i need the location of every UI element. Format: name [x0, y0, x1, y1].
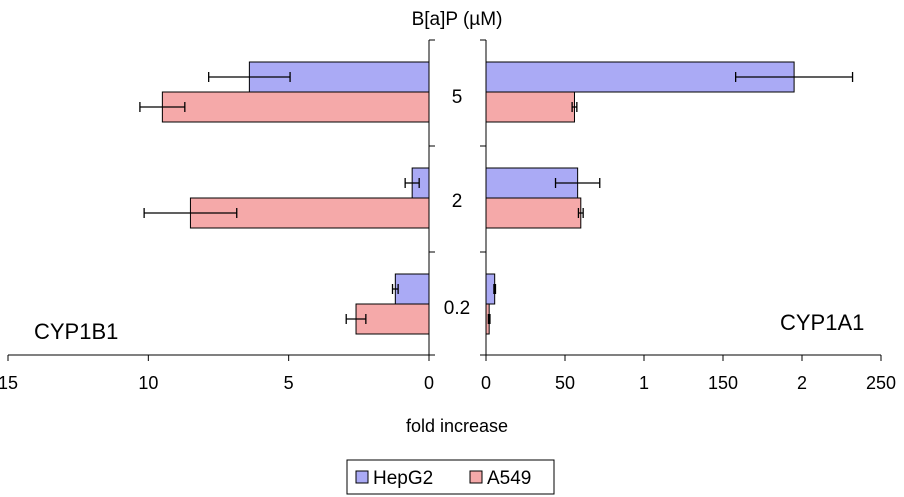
right-tick-label: 50: [555, 373, 575, 393]
text-layer: B[a]P (µM) CYP1B1 CYP1A1 fold increase: [34, 9, 864, 436]
bars-layer: [139, 61, 854, 335]
left-panel-title: CYP1B1: [34, 319, 118, 344]
right-panel-title: CYP1A1: [780, 310, 864, 335]
left-tick-label: 15: [0, 373, 18, 393]
category-label: 0.2: [444, 298, 470, 319]
category-label: 5: [452, 87, 463, 108]
left-bar-a549: [161, 91, 430, 123]
x-axis-label: fold increase: [406, 416, 508, 436]
right-bar-a549: [485, 197, 582, 229]
legend-frame: [346, 459, 555, 495]
category-label: 2: [452, 191, 463, 212]
right-tick-label: 2: [797, 373, 807, 393]
category-axis-title: B[a]P (µM): [412, 9, 503, 30]
left-bar-hepg2: [394, 273, 430, 305]
right-tick-label: 0: [481, 373, 491, 393]
right-bar-a549: [485, 91, 575, 123]
legend-swatch-hepg2: [355, 470, 369, 484]
legend: HepG2 A549: [346, 459, 555, 495]
right-tick-label: 250: [866, 373, 896, 393]
left-bar-a549: [355, 303, 430, 335]
right-tick-label: 1: [639, 373, 649, 393]
left-tick-label: 0: [424, 373, 434, 393]
left-tick-label: 5: [284, 373, 294, 393]
legend-swatch-a549: [469, 470, 483, 484]
left-tick-label: 10: [138, 373, 158, 393]
right-tick-label: 150: [708, 373, 738, 393]
legend-label-a549: A549: [487, 468, 531, 489]
legend-label-hepg2: HepG2: [373, 468, 433, 489]
